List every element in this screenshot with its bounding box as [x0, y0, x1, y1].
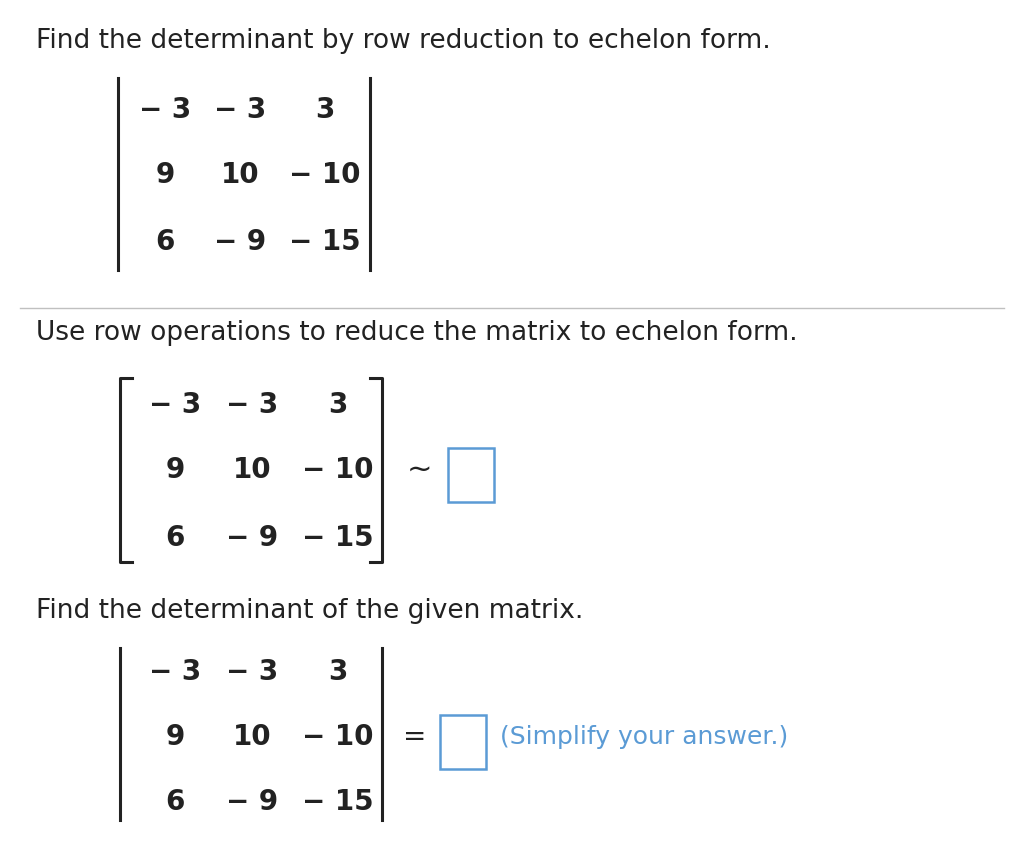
Bar [440, 715, 486, 769]
Text: Find the determinant of the given matrix.: Find the determinant of the given matrix… [36, 598, 584, 624]
Text: − 9: − 9 [226, 524, 279, 552]
Text: − 15: − 15 [302, 788, 374, 816]
Text: − 9: − 9 [214, 228, 266, 256]
Text: − 10: − 10 [289, 161, 360, 189]
Text: 3: 3 [329, 658, 348, 686]
Text: 10: 10 [221, 161, 259, 189]
Text: =: = [403, 723, 427, 751]
Text: − 3: − 3 [226, 391, 279, 419]
Text: 6: 6 [156, 228, 175, 256]
Text: 6: 6 [165, 788, 184, 816]
Text: 3: 3 [329, 391, 348, 419]
Text: − 15: − 15 [289, 228, 360, 256]
Text: 9: 9 [156, 161, 175, 189]
Text: 6: 6 [165, 524, 184, 552]
Text: 3: 3 [315, 96, 335, 124]
Text: − 15: − 15 [302, 524, 374, 552]
Text: − 3: − 3 [139, 96, 191, 124]
Text: 9: 9 [165, 456, 184, 484]
Text: (Simplify your answer.): (Simplify your answer.) [500, 725, 788, 749]
Text: 10: 10 [232, 723, 271, 751]
Bar [449, 448, 494, 502]
Text: 9: 9 [165, 723, 184, 751]
Text: − 9: − 9 [226, 788, 279, 816]
Text: Find the determinant by row reduction to echelon form.: Find the determinant by row reduction to… [36, 28, 771, 54]
Text: Use row operations to reduce the matrix to echelon form.: Use row operations to reduce the matrix … [36, 320, 798, 346]
Text: − 3: − 3 [148, 391, 201, 419]
Text: − 3: − 3 [226, 658, 279, 686]
Text: − 10: − 10 [302, 723, 374, 751]
Text: − 3: − 3 [148, 658, 201, 686]
Text: ~: ~ [408, 456, 433, 485]
Text: − 10: − 10 [302, 456, 374, 484]
Text: − 3: − 3 [214, 96, 266, 124]
Text: 10: 10 [232, 456, 271, 484]
